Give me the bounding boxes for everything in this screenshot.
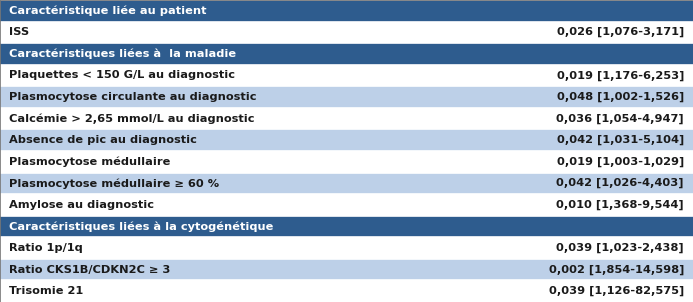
Bar [0,21,693,43]
Text: Plaquettes < 150 G/L au diagnostic: Plaquettes < 150 G/L au diagnostic [9,70,235,81]
Text: Caractéristique liée au patient: Caractéristique liée au patient [9,5,207,16]
Text: 0,036 [1,054-4,947]: 0,036 [1,054-4,947] [556,114,684,124]
Text: 0,039 [1,023-2,438]: 0,039 [1,023-2,438] [556,243,684,253]
Text: Calcémie > 2,65 mmol/L au diagnostic: Calcémie > 2,65 mmol/L au diagnostic [9,113,254,124]
Bar [0,43,693,65]
Text: 0,039 [1,126-82,575]: 0,039 [1,126-82,575] [549,286,684,296]
Bar [0,216,693,237]
Text: 0,010 [1,368-9,544]: 0,010 [1,368-9,544] [556,200,684,210]
Bar [0,259,693,281]
Text: Ratio CKS1B/CDKN2C ≥ 3: Ratio CKS1B/CDKN2C ≥ 3 [9,265,170,275]
Text: Amylose au diagnostic: Amylose au diagnostic [9,200,154,210]
Text: Caractéristiques liées à la cytogénétique: Caractéristiques liées à la cytogénétiqu… [9,221,273,232]
Text: 0,042 [1,031-5,104]: 0,042 [1,031-5,104] [556,135,684,145]
Bar [0,65,693,86]
Text: 0,048 [1,002-1,526]: 0,048 [1,002-1,526] [556,92,684,102]
Text: 0,002 [1,854-14,598]: 0,002 [1,854-14,598] [549,265,684,275]
Text: Plasmocytose circulante au diagnostic: Plasmocytose circulante au diagnostic [9,92,256,102]
Bar [0,194,693,216]
Bar [0,86,693,108]
Text: 0,019 [1,176-6,253]: 0,019 [1,176-6,253] [556,70,684,81]
Bar [0,172,693,194]
Text: 0,019 [1,003-1,029]: 0,019 [1,003-1,029] [556,157,684,167]
Bar [0,281,693,302]
Bar [0,108,693,130]
Bar [0,130,693,151]
Bar [0,151,693,172]
Text: 0,026 [1,076-3,171]: 0,026 [1,076-3,171] [556,27,684,37]
Bar [0,237,693,259]
Text: Absence de pic au diagnostic: Absence de pic au diagnostic [9,135,197,145]
Text: Caractéristiques liées à  la maladie: Caractéristiques liées à la maladie [9,49,236,59]
Text: ISS: ISS [9,27,29,37]
Text: Plasmocytose médullaire: Plasmocytose médullaire [9,156,170,167]
Bar [0,0,693,21]
Text: Plasmocytose médullaire ≥ 60 %: Plasmocytose médullaire ≥ 60 % [9,178,219,189]
Text: 0,042 [1,026-4,403]: 0,042 [1,026-4,403] [556,178,684,188]
Text: Ratio 1p/1q: Ratio 1p/1q [9,243,82,253]
Text: Trisomie 21: Trisomie 21 [9,286,83,296]
